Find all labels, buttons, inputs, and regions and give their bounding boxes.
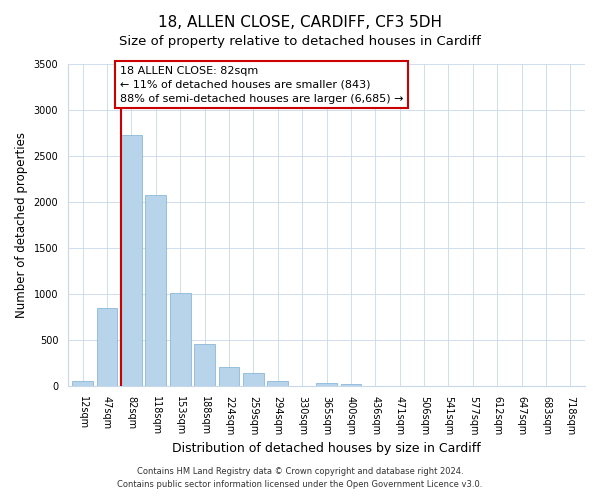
Bar [121,135,142,386]
Bar [341,384,361,386]
Text: Size of property relative to detached houses in Cardiff: Size of property relative to detached ho… [119,35,481,48]
Bar [97,308,118,386]
Bar [194,344,215,386]
Text: 18, ALLEN CLOSE, CARDIFF, CF3 5DH: 18, ALLEN CLOSE, CARDIFF, CF3 5DH [158,15,442,30]
Bar [243,372,264,386]
Bar [316,382,337,386]
Bar [218,366,239,386]
Bar [72,381,93,386]
Y-axis label: Number of detached properties: Number of detached properties [15,132,28,318]
Bar [145,196,166,386]
Bar [170,293,191,386]
X-axis label: Distribution of detached houses by size in Cardiff: Distribution of detached houses by size … [172,442,481,455]
Text: 18 ALLEN CLOSE: 82sqm
← 11% of detached houses are smaller (843)
88% of semi-det: 18 ALLEN CLOSE: 82sqm ← 11% of detached … [120,66,403,104]
Text: Contains HM Land Registry data © Crown copyright and database right 2024.
Contai: Contains HM Land Registry data © Crown c… [118,468,482,489]
Bar [268,381,288,386]
